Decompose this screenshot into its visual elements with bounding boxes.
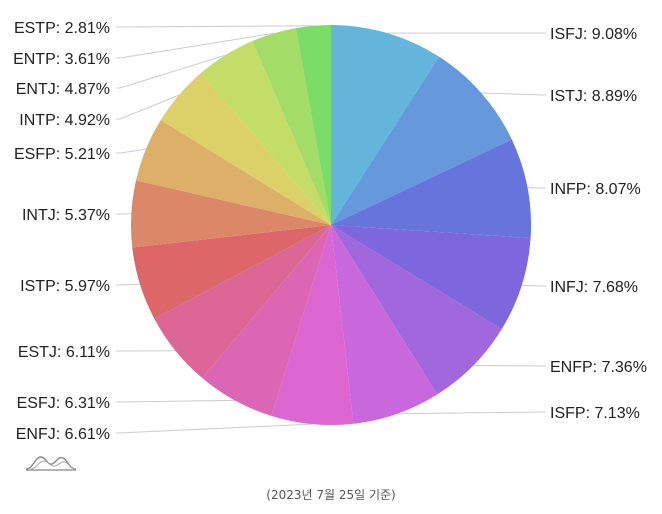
leader-line-esfp xyxy=(116,148,146,154)
pie-slice-enfp xyxy=(331,225,502,395)
pie-slice-intp xyxy=(160,73,331,225)
slice-label-infj: INFJ: 7.68% xyxy=(550,279,638,296)
slice-label-istp: ISTP: 5.97% xyxy=(20,278,110,295)
pie-slice-estj xyxy=(154,225,331,379)
slice-label-intj: INTJ: 5.37% xyxy=(22,207,110,224)
pie-slice-esfp xyxy=(136,120,331,225)
slice-label-entp: ENTP: 3.61% xyxy=(13,51,110,68)
slice-label-isfj: ISFJ: 9.08% xyxy=(550,26,637,43)
leader-line-entp xyxy=(116,32,274,59)
pie-slice-esfj xyxy=(202,225,331,416)
pie-slice-enfj xyxy=(271,225,354,426)
pie-slice-infp xyxy=(331,139,531,239)
leader-line-intp xyxy=(116,94,180,120)
mountain-line-logo-icon xyxy=(25,456,77,471)
slice-label-istj: ISTJ: 8.89% xyxy=(550,88,637,105)
pie-slice-entp xyxy=(252,28,331,225)
slice-label-enfp: ENFP: 7.36% xyxy=(550,359,647,376)
pie-slice-estp xyxy=(295,25,331,225)
leader-line-isfp xyxy=(396,411,546,415)
slice-label-enfj: ENFJ: 6.61% xyxy=(16,426,110,443)
slice-label-entj: ENTJ: 4.87% xyxy=(16,81,110,98)
leader-line-estp xyxy=(116,25,314,28)
leader-line-entj xyxy=(116,54,226,89)
slice-label-esfp: ESFP: 5.21% xyxy=(14,146,110,163)
pie-slice-entj xyxy=(200,41,331,225)
slice-label-intp: INTP: 4.92% xyxy=(19,112,110,129)
pie-slice-istp xyxy=(132,225,331,319)
pie-slice-istj xyxy=(331,56,512,226)
chart-footnote: (2023년 7월 25일 기준) xyxy=(266,488,396,502)
leader-line-enfj xyxy=(116,423,313,434)
slice-label-esfj: ESFJ: 6.31% xyxy=(17,395,110,412)
slice-label-infp: INFP: 8.07% xyxy=(550,181,641,198)
leader-line-infj xyxy=(521,284,546,287)
pie-slice-infj xyxy=(331,225,531,330)
slice-label-estj: ESTJ: 6.11% xyxy=(18,344,110,361)
pie-slice-isfj xyxy=(331,25,440,225)
slice-label-isfp: ISFP: 7.13% xyxy=(550,405,640,422)
leader-line-istp xyxy=(116,283,140,286)
pie-slice-intj xyxy=(130,180,331,248)
slice-label-estp: ESTP: 2.81% xyxy=(14,20,110,37)
leader-line-istj xyxy=(481,92,546,96)
leader-line-enfp xyxy=(473,365,546,367)
leader-line-esfj xyxy=(116,399,235,403)
pie-slice-isfp xyxy=(331,225,438,424)
